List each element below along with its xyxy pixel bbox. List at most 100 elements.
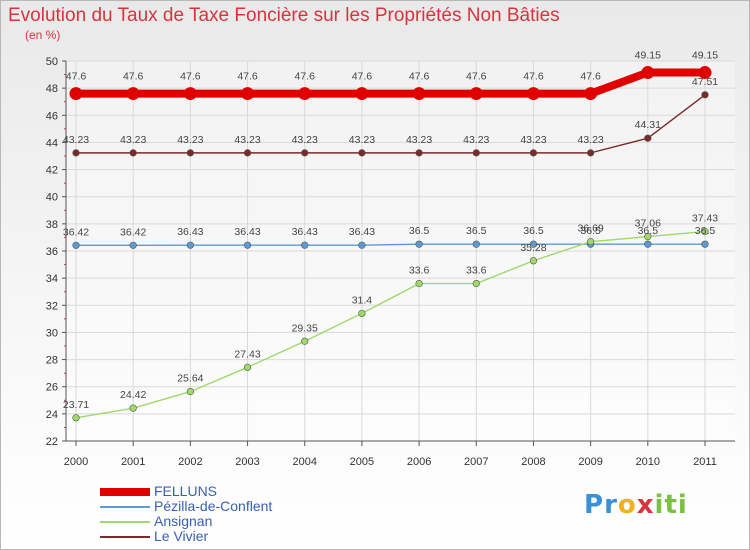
- logo-letter: P: [584, 490, 605, 520]
- data-point: [587, 149, 595, 157]
- data-label: 35.28: [520, 242, 546, 254]
- y-tick-label: 28: [46, 355, 58, 367]
- data-point: [186, 241, 194, 249]
- x-tick-label: 2004: [292, 456, 316, 468]
- data-label: 43.23: [63, 134, 89, 146]
- data-label: 36.5: [523, 225, 544, 237]
- data-label: 47.6: [237, 71, 258, 83]
- y-tick-label: 42: [46, 165, 58, 177]
- data-label: 47.51: [692, 76, 718, 88]
- data-label: 47.6: [123, 71, 144, 83]
- data-point: [529, 149, 538, 157]
- data-point: [69, 87, 83, 101]
- data-point: [526, 87, 540, 101]
- data-point: [243, 241, 252, 249]
- data-label: 47.6: [466, 71, 487, 83]
- data-point: [701, 91, 709, 99]
- logo-letter: t: [664, 490, 678, 520]
- data-label: 43.23: [120, 134, 146, 146]
- data-point: [298, 87, 312, 101]
- data-point: [641, 66, 655, 80]
- y-tick-label: 36: [46, 246, 58, 258]
- data-label: 43.23: [463, 134, 489, 146]
- data-label: 47.6: [66, 71, 87, 83]
- data-label: 47.6: [409, 71, 430, 83]
- data-point: [472, 279, 480, 288]
- data-point: [644, 134, 652, 142]
- data-point: [129, 241, 137, 249]
- data-point: [698, 66, 712, 80]
- data-point: [301, 149, 309, 157]
- y-tick-label: 32: [46, 300, 58, 312]
- data-point: [129, 149, 137, 157]
- data-label: 36.5: [466, 225, 487, 237]
- x-tick-label: 2005: [350, 456, 374, 468]
- data-point: [701, 240, 709, 248]
- x-tick-label: 2000: [64, 456, 88, 468]
- data-label: 36.69: [577, 223, 603, 235]
- data-point: [587, 238, 595, 246]
- x-tick-label: 2007: [464, 456, 488, 468]
- data-label: 49.15: [692, 50, 718, 62]
- data-label: 36.43: [177, 226, 203, 238]
- data-point: [72, 241, 80, 249]
- x-tick-label: 2001: [121, 456, 145, 468]
- data-point: [529, 257, 538, 265]
- x-tick-label: 2009: [578, 456, 602, 468]
- data-label: 24.42: [120, 389, 146, 401]
- data-point: [529, 240, 538, 248]
- data-label: 43.23: [406, 134, 432, 146]
- y-tick-label: 22: [46, 436, 58, 448]
- y-tick-label: 40: [46, 192, 58, 204]
- legend-swatch-felluns: [100, 488, 150, 496]
- data-label: 37.43: [692, 213, 718, 225]
- data-label: 43.23: [520, 134, 546, 146]
- legend-label-pezilla: Pézilla-de-Conflent: [154, 498, 273, 514]
- data-point: [355, 87, 369, 101]
- x-tick-label: 2011: [693, 456, 717, 468]
- data-label: 29.35: [292, 322, 318, 334]
- data-label: 33.6: [409, 265, 430, 277]
- data-point: [644, 240, 652, 248]
- series-line: [76, 243, 705, 247]
- data-labels: 47.6 47.6 47.6 47.6 47.6 47.6 47.6 47.6 47.6 47.6…: [63, 50, 718, 411]
- data-point: [72, 149, 80, 157]
- data-label: 47.6: [295, 71, 316, 83]
- grid: [66, 60, 735, 442]
- y-tick-label: 34: [46, 273, 58, 285]
- data-point: [243, 149, 252, 157]
- data-label: 36.5: [695, 225, 716, 237]
- legend-swatch-ansignan: [100, 521, 150, 523]
- x-tick-label: 2003: [235, 456, 259, 468]
- data-point: [358, 149, 366, 157]
- proxiti-logo: Proxiti: [584, 490, 688, 520]
- logo-letter: x: [636, 490, 655, 520]
- series-line: [76, 68, 705, 98]
- data-label: 43.23: [577, 134, 603, 146]
- y-tick-label: 48: [46, 83, 58, 95]
- data-label: 25.64: [177, 373, 203, 385]
- y-tick-label: 26: [46, 382, 58, 394]
- data-label: 36.42: [63, 226, 89, 238]
- series-line: [75, 230, 706, 419]
- data-point: [129, 404, 137, 412]
- legend-label-ansignan: Ansignan: [154, 513, 213, 529]
- y-tick-label: 38: [46, 219, 58, 231]
- data-label: 36.5: [638, 225, 659, 237]
- data-point: [301, 337, 309, 345]
- data-point: [472, 149, 480, 157]
- legend-label-felluns: FELLUNS: [154, 483, 218, 499]
- data-label: 43.23: [349, 134, 375, 146]
- data-label: 36.5: [580, 225, 601, 237]
- data-label: 47.6: [580, 71, 601, 83]
- data-label: 36.42: [120, 226, 146, 238]
- data-label: 43.23: [234, 134, 260, 146]
- data-label: 37.06: [635, 218, 661, 230]
- y-tick-label: 50: [46, 56, 58, 68]
- chart-title: Evolution du Taux de Taxe Foncière sur l…: [8, 5, 560, 26]
- legend-swatch-pezilla: [100, 506, 150, 508]
- y-tick-label: 30: [46, 327, 58, 339]
- data-point: [644, 233, 652, 241]
- data-point: [415, 279, 423, 288]
